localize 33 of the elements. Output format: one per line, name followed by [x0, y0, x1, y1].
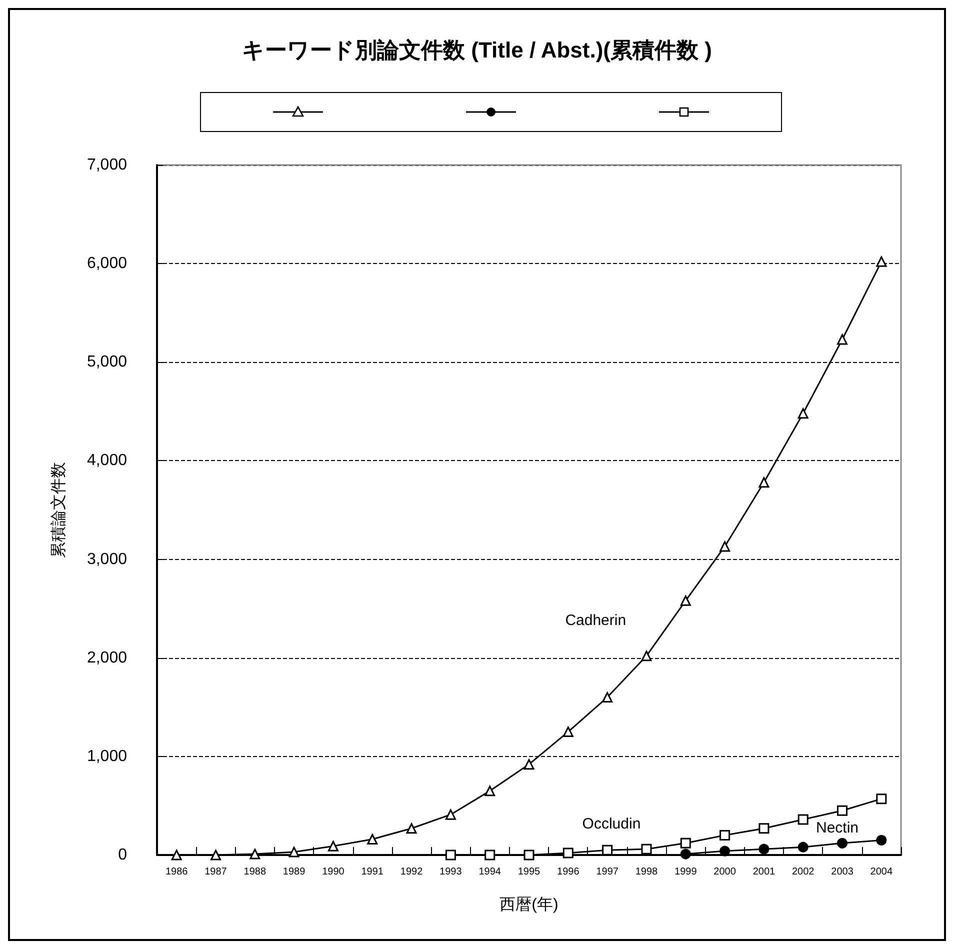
y-tick-label: 5,000	[86, 354, 128, 371]
y-tick-label: 2,000	[86, 649, 128, 666]
x-tick-label: 1987	[204, 866, 228, 878]
y-tick-label: 1,000	[86, 748, 128, 765]
y-tick-label: 3,000	[86, 550, 128, 568]
text: Cadherin	[565, 612, 626, 630]
x-tick-label: 1995	[518, 866, 541, 878]
x-tick-label: 1994	[478, 866, 502, 878]
series-label: Nectin	[816, 820, 859, 837]
x-tick-label: 1989	[282, 866, 306, 878]
x-tick-label: 1992	[400, 866, 424, 878]
x-tick-label: 2003	[831, 866, 854, 878]
x-tick-label: 1997	[596, 866, 619, 878]
y-axis-title: 累積論文件数	[50, 462, 68, 558]
x-axis-title: 西暦(年)	[500, 896, 558, 914]
x-tick-label: 2001	[752, 866, 776, 878]
series-label: Occludin	[582, 816, 641, 833]
x-tick-label: 1996	[557, 866, 580, 878]
x-tick-label: 1999	[674, 866, 698, 878]
y-tick-label: 4,000	[86, 452, 128, 470]
x-tick-label: 2002	[792, 866, 815, 878]
chart-title: キーワード別論文件数 (Title / Abst.)(累積件数 )	[242, 38, 712, 62]
x-tick-label: 1991	[361, 866, 384, 878]
x-tick-label: 1998	[635, 866, 658, 878]
x-tick-label: 1990	[322, 866, 345, 878]
x-tick-label: 1988	[244, 866, 266, 878]
x-tick-label: 1993	[440, 866, 462, 878]
x-tick-label: 2000	[714, 866, 736, 878]
x-tick-label: 2004	[870, 866, 893, 878]
y-tick-label: 6,000	[86, 255, 128, 272]
y-tick-label: 0	[118, 846, 128, 864]
x-tick-label: 1986	[165, 866, 188, 878]
y-tick-label: 7,000	[86, 156, 128, 174]
